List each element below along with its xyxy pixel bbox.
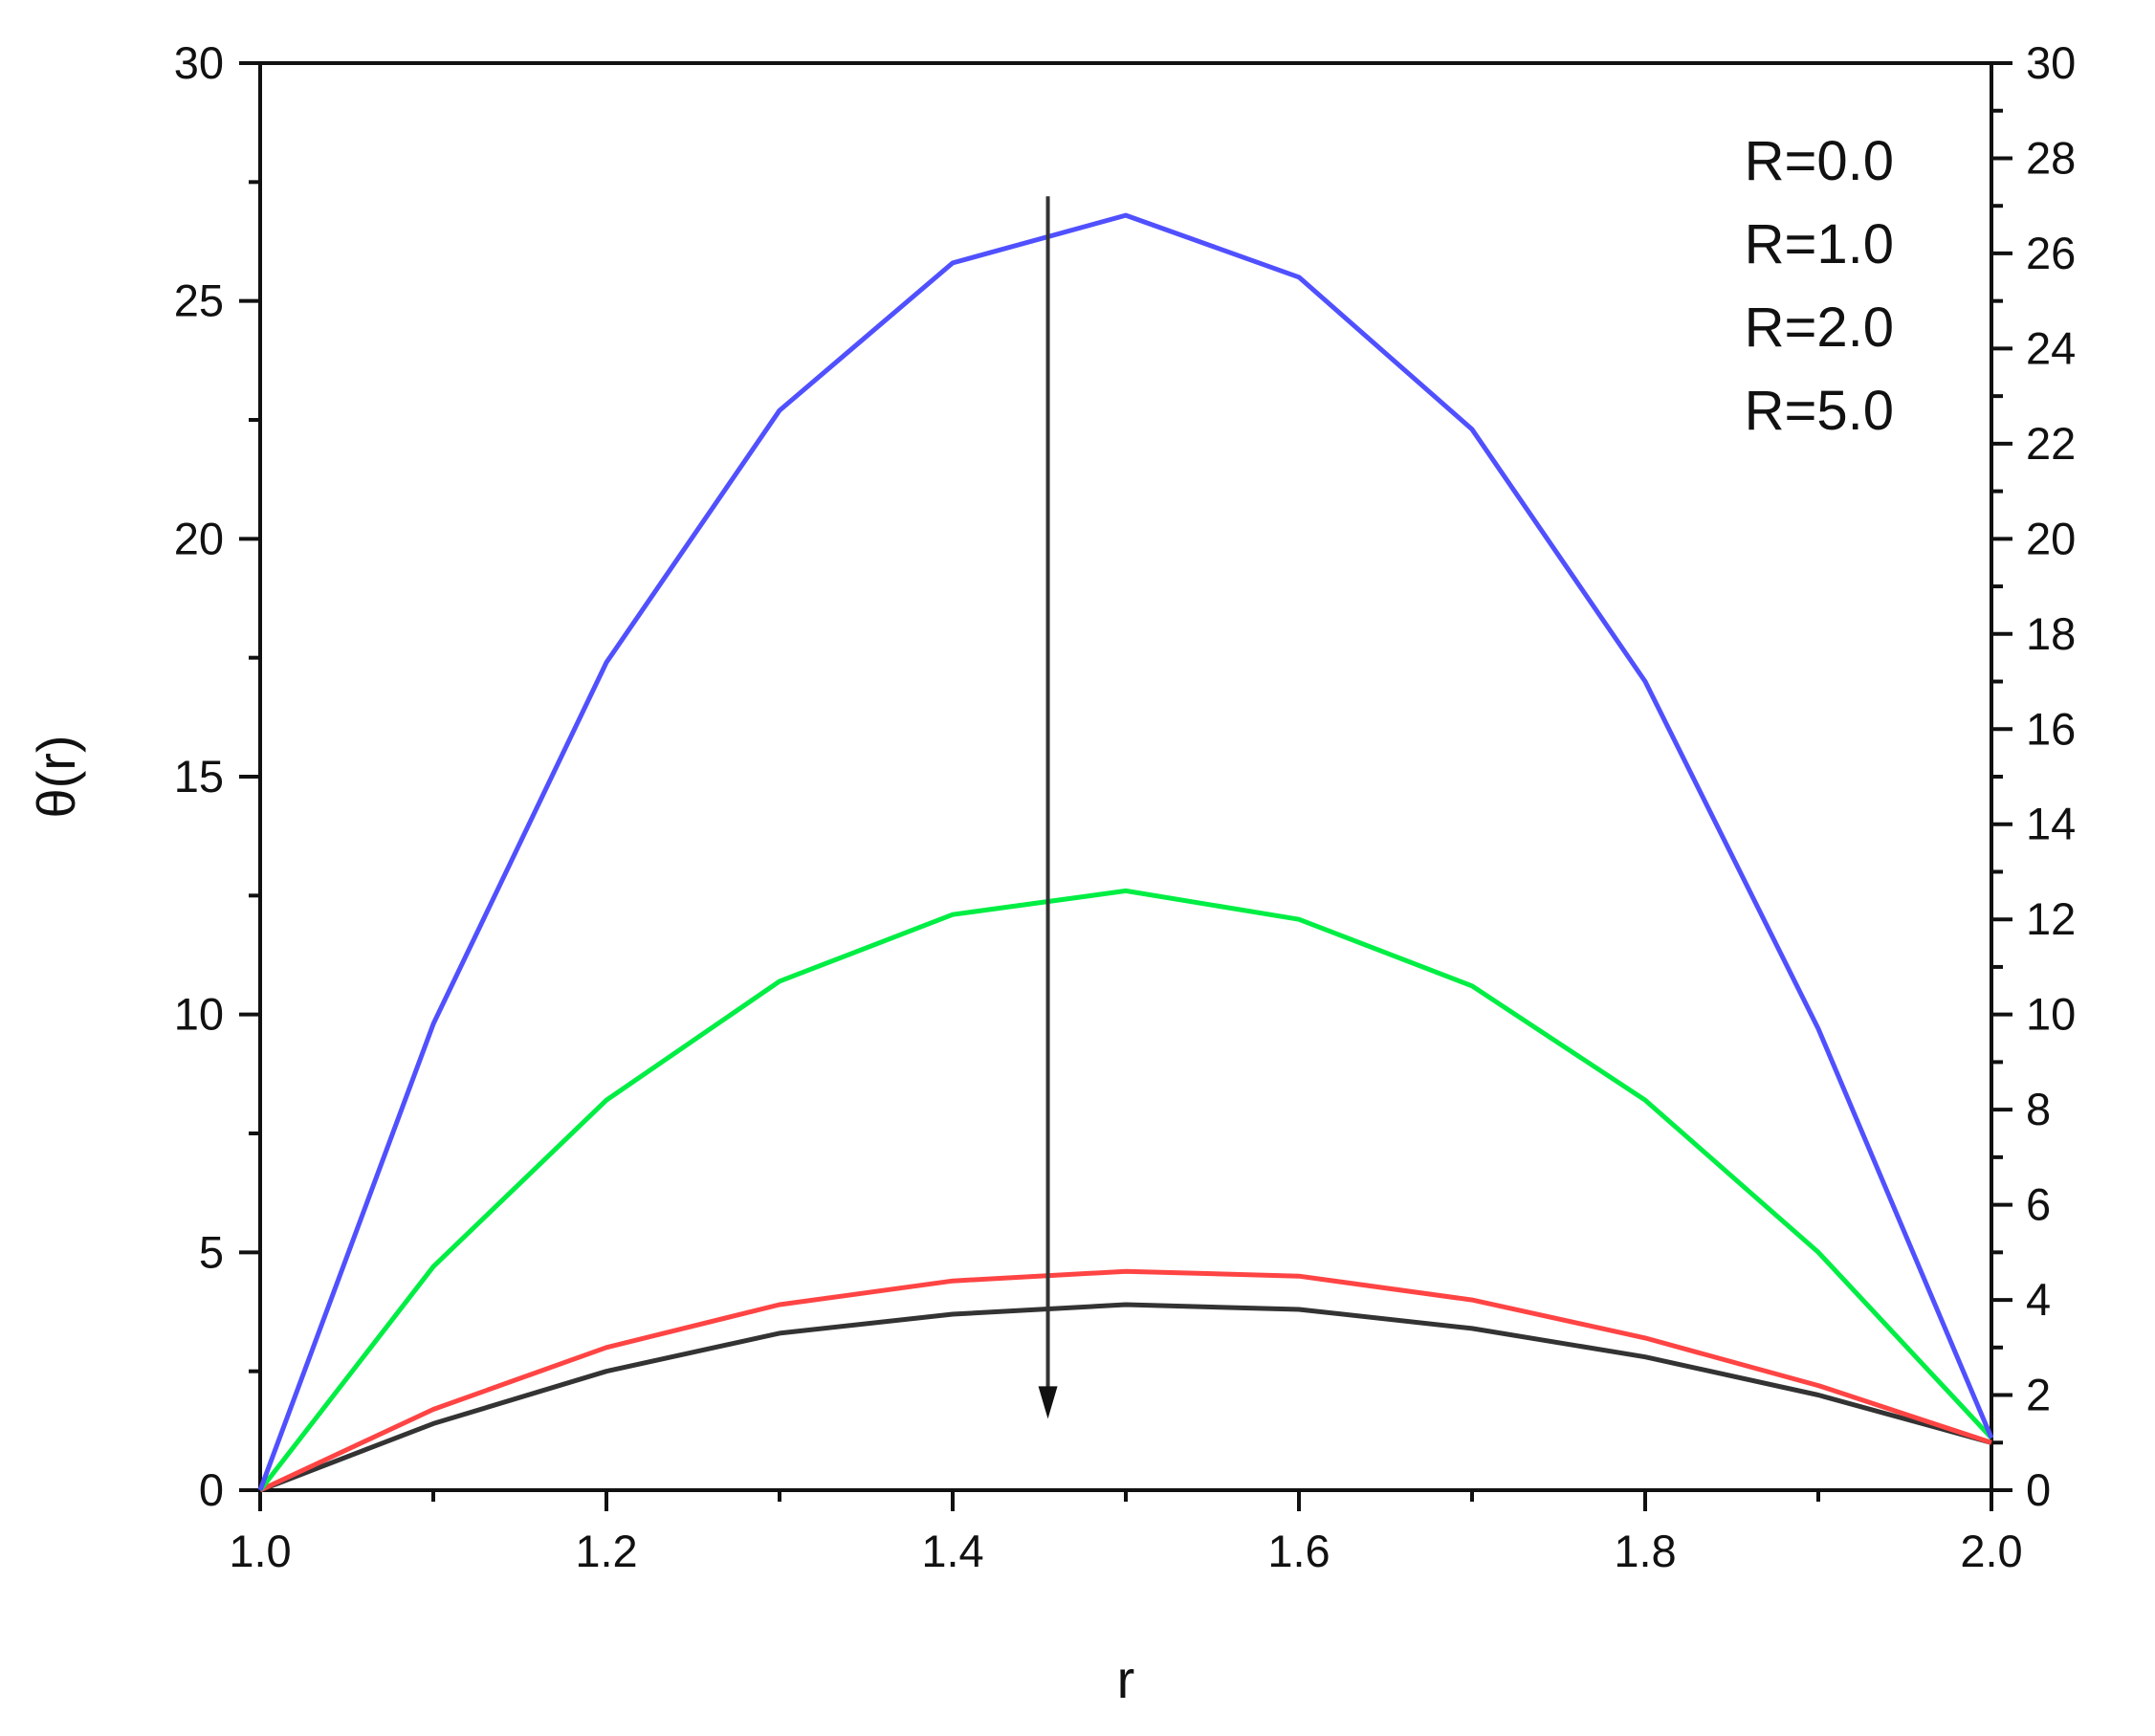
legend-label: R=0.0 bbox=[1745, 130, 1894, 192]
y2-tick-label: 18 bbox=[2026, 608, 2076, 659]
x-tick-label: 1.0 bbox=[229, 1526, 291, 1576]
legend-label: R=5.0 bbox=[1745, 380, 1894, 442]
y2-tick-label: 4 bbox=[2026, 1274, 2051, 1325]
legend-label: R=2.0 bbox=[1745, 297, 1894, 359]
y2-tick-label: 8 bbox=[2026, 1084, 2051, 1134]
arrow-head bbox=[1038, 1386, 1058, 1419]
y-tick-label: 10 bbox=[174, 989, 224, 1040]
y2-tick-label: 16 bbox=[2026, 703, 2076, 754]
y2-tick-label: 30 bbox=[2026, 37, 2076, 88]
legend: R=0.0 R=1.0 R=2.0 R=5.0 bbox=[1745, 130, 1894, 442]
x-axis: 1.0 1.2 1.4 1.6 1.8 2.0 bbox=[229, 1490, 2023, 1576]
y-axis-title: θ(r) bbox=[26, 735, 86, 818]
y-tick-label: 15 bbox=[174, 751, 224, 802]
y2-tick-label: 12 bbox=[2026, 893, 2076, 944]
x-tick-label: 1.4 bbox=[921, 1526, 983, 1576]
y2-tick-label: 24 bbox=[2026, 322, 2076, 373]
y2-tick-label: 0 bbox=[2026, 1464, 2051, 1515]
x-axis-title: r bbox=[1117, 1649, 1135, 1709]
plot-frame bbox=[258, 61, 1993, 1492]
x-tick-label: 2.0 bbox=[1960, 1526, 2022, 1576]
series-layer bbox=[257, 212, 1994, 1493]
series-line-r-2-0 bbox=[258, 1268, 1992, 1493]
series-line-r-1-0 bbox=[258, 888, 1993, 1492]
y2-tick-label: 10 bbox=[2026, 989, 2076, 1040]
y2-tick-label: 22 bbox=[2026, 418, 2076, 469]
y-axis-left: 0 5 10 15 20 25 30 bbox=[174, 37, 260, 1515]
x-tick-label: 1.8 bbox=[1614, 1526, 1676, 1576]
x-tick-label: 1.2 bbox=[575, 1526, 637, 1576]
y2-tick-label: 20 bbox=[2026, 513, 2076, 563]
y-tick-label: 20 bbox=[174, 513, 224, 563]
series-line-r-5-0 bbox=[259, 1302, 1992, 1493]
y-tick-label: 5 bbox=[199, 1226, 224, 1277]
y2-tick-label: 28 bbox=[2026, 132, 2076, 183]
y2-tick-label: 14 bbox=[2026, 799, 2076, 849]
y-tick-label: 0 bbox=[199, 1464, 224, 1515]
series-line-r-0-0 bbox=[257, 212, 1994, 1491]
x-tick-label: 1.6 bbox=[1267, 1526, 1330, 1576]
y2-tick-label: 2 bbox=[2026, 1370, 2051, 1420]
annotation-arrow bbox=[1038, 196, 1058, 1419]
y-tick-label: 30 bbox=[174, 37, 224, 88]
y2-tick-label: 26 bbox=[2026, 228, 2076, 278]
y-tick-label: 25 bbox=[174, 275, 224, 326]
legend-label: R=1.0 bbox=[1745, 213, 1894, 275]
y2-tick-label: 6 bbox=[2026, 1179, 2051, 1230]
